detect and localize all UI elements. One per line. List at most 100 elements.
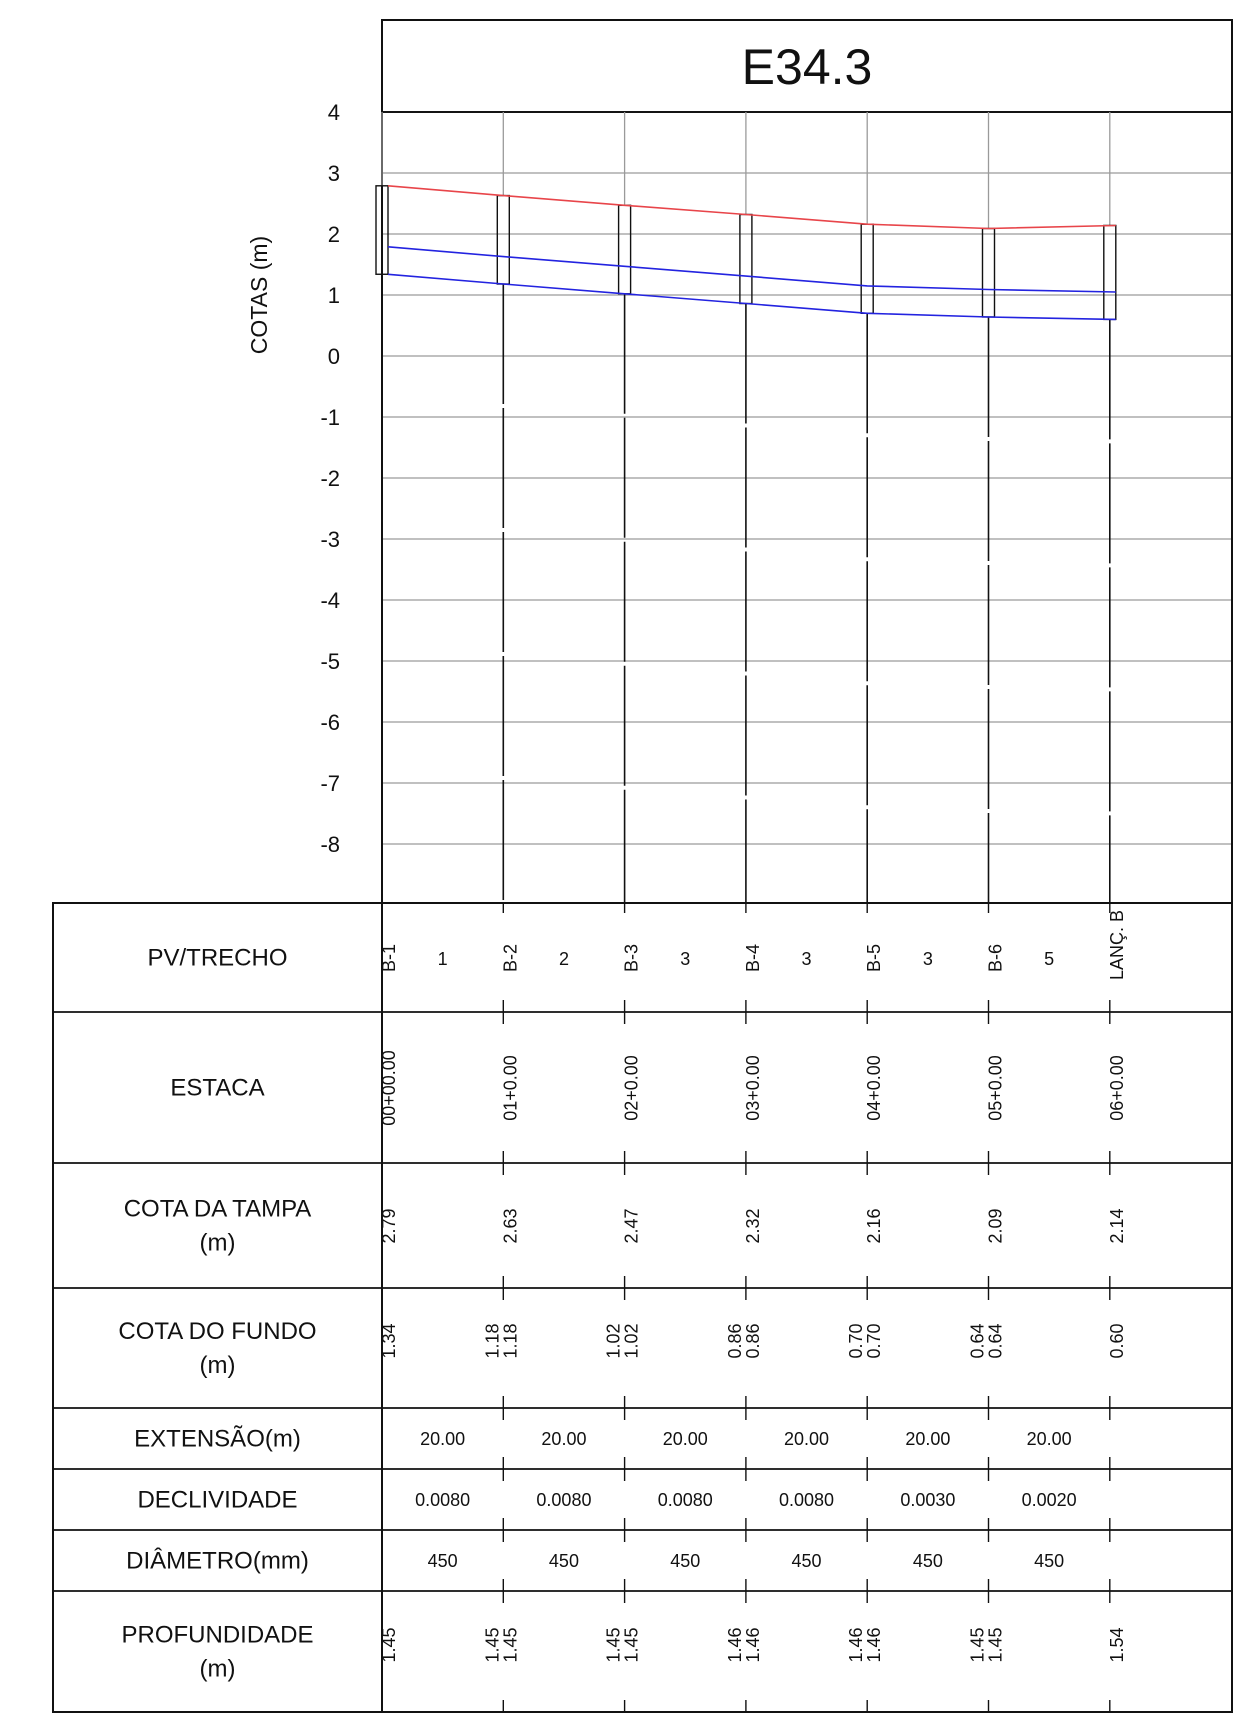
trecho-number: 3 — [680, 949, 690, 969]
row-label-cota-tampa: (m) — [200, 1230, 236, 1257]
pv-name: B-6 — [986, 944, 1006, 972]
extensao-value: 20.00 — [1027, 1429, 1072, 1449]
y-tick-label: 0 — [328, 344, 340, 369]
manhole-shaft — [1103, 224, 1117, 321]
row-label-estaca: ESTACA — [170, 1075, 264, 1102]
cota-tampa-value: 2.32 — [743, 1208, 763, 1243]
estaca-value: 05+0.00 — [986, 1055, 1006, 1121]
cota-tampa-value: 2.63 — [500, 1208, 520, 1243]
diametro-value: 450 — [549, 1551, 579, 1571]
extensao-value: 20.00 — [784, 1429, 829, 1449]
estaca-value: 02+0.00 — [622, 1055, 642, 1121]
y-tick-label: -3 — [320, 527, 340, 552]
cota-fundo-value: 1.02 — [604, 1323, 624, 1358]
y-tick-label: 4 — [328, 100, 340, 125]
extensao-value: 20.00 — [905, 1429, 950, 1449]
y-axis-label: COTAS (m) — [246, 236, 272, 354]
profundidade-value: 1.45 — [482, 1627, 502, 1662]
profundidade-value: 1.45 — [379, 1627, 399, 1662]
trecho-number: 5 — [1044, 949, 1054, 969]
manhole-shaft — [375, 185, 389, 275]
manhole-shaft — [617, 204, 632, 295]
y-tick-label: -4 — [320, 588, 340, 613]
table-frame — [52, 902, 1233, 1713]
declividade-value: 0.0030 — [900, 1490, 955, 1510]
y-tick-label: -1 — [320, 405, 340, 430]
y-tick-label: -8 — [320, 832, 340, 857]
y-tick-label: 1 — [328, 283, 340, 308]
estaca-value: 03+0.00 — [743, 1055, 763, 1121]
cota-fundo-value: 1.34 — [379, 1323, 399, 1358]
cota-tampa-value: 2.79 — [379, 1208, 399, 1243]
declividade-value: 0.0080 — [779, 1490, 834, 1510]
profundidade-value: 1.45 — [968, 1627, 988, 1662]
y-tick-label: -7 — [320, 771, 340, 796]
diametro-value: 450 — [792, 1551, 822, 1571]
declividade-value: 0.0080 — [415, 1490, 470, 1510]
diametro-value: 450 — [1034, 1551, 1064, 1571]
pv-name: LANÇ. B — [1107, 910, 1127, 980]
row-label-profundidade: PROFUNDIDADE — [121, 1622, 313, 1649]
pv-name: B-1 — [379, 944, 399, 972]
estaca-value: 01+0.00 — [500, 1055, 520, 1121]
manhole-shaft — [860, 223, 874, 315]
pipe-invert-line — [387, 273, 1116, 321]
row-label-cota-fundo: COTA DO FUNDO — [118, 1318, 316, 1345]
ground-line — [387, 185, 1116, 230]
profundidade-value: 1.45 — [500, 1627, 520, 1662]
declividade-value: 0.0020 — [1022, 1490, 1077, 1510]
estaca-value: 04+0.00 — [864, 1055, 884, 1121]
trecho-number: 3 — [923, 949, 933, 969]
extensao-value: 20.00 — [420, 1429, 465, 1449]
profile-data-table: PV/TRECHO ESTACA COTA DA TAMPA (m) COTA DO F… — [52, 902, 1233, 1713]
y-tick-label: -2 — [320, 466, 340, 491]
profundidade-value: 1.46 — [743, 1627, 763, 1662]
profundidade-value: 1.45 — [986, 1627, 1006, 1662]
extensao-value: 20.00 — [663, 1429, 708, 1449]
row-label-declividade: DECLIVIDADE — [137, 1487, 297, 1514]
profundidade-value: 1.45 — [604, 1627, 624, 1662]
cota-tampa-value: 2.47 — [622, 1208, 642, 1243]
row-label-cota-fundo: (m) — [200, 1352, 236, 1379]
cota-fundo-value: 1.18 — [482, 1323, 502, 1358]
pv-name: B-3 — [622, 944, 642, 972]
drawing-title: E34.3 — [742, 39, 873, 95]
cota-fundo-value: 0.70 — [864, 1323, 884, 1358]
declividade-value: 0.0080 — [536, 1490, 591, 1510]
cota-fundo-value: 0.86 — [743, 1323, 763, 1358]
cota-fundo-value: 1.18 — [500, 1323, 520, 1358]
trecho-number: 2 — [559, 949, 569, 969]
diametro-value: 450 — [670, 1551, 700, 1571]
manhole-shaft — [739, 213, 753, 305]
y-tick-label: 2 — [328, 222, 340, 247]
row-label-cota-tampa: COTA DA TAMPA — [124, 1196, 312, 1223]
profundidade-value: 1.54 — [1107, 1627, 1127, 1662]
trecho-number: 1 — [438, 949, 448, 969]
row-label-extensao: EXTENSÃO(m) — [134, 1426, 301, 1453]
trecho-number: 3 — [802, 949, 812, 969]
cota-tampa-value: 2.16 — [864, 1208, 884, 1243]
y-tick-label: 3 — [328, 161, 340, 186]
profundidade-value: 1.45 — [622, 1627, 642, 1662]
profundidade-value: 1.46 — [846, 1627, 866, 1662]
cota-fundo-value: 0.86 — [725, 1323, 745, 1358]
manhole-shaft — [496, 194, 510, 285]
cota-fundo-value: 1.02 — [622, 1323, 642, 1358]
cota-fundo-value: 0.64 — [986, 1323, 1006, 1358]
extensao-value: 20.00 — [541, 1429, 586, 1449]
cota-fundo-value: 0.60 — [1107, 1323, 1127, 1358]
row-label-profundidade: (m) — [200, 1656, 236, 1683]
y-tick-label: -5 — [320, 649, 340, 674]
diametro-value: 450 — [913, 1551, 943, 1571]
y-tick-label: -6 — [320, 710, 340, 735]
pv-name: B-4 — [743, 944, 763, 972]
pv-name: B-2 — [500, 944, 520, 972]
cota-fundo-value: 0.64 — [968, 1323, 988, 1358]
profundidade-value: 1.46 — [864, 1627, 884, 1662]
declividade-value: 0.0080 — [658, 1490, 713, 1510]
profundidade-value: 1.46 — [725, 1627, 745, 1662]
manhole-shaft — [981, 227, 996, 318]
cota-fundo-value: 0.70 — [846, 1323, 866, 1358]
estaca-value: 00+00.00 — [379, 1050, 399, 1126]
